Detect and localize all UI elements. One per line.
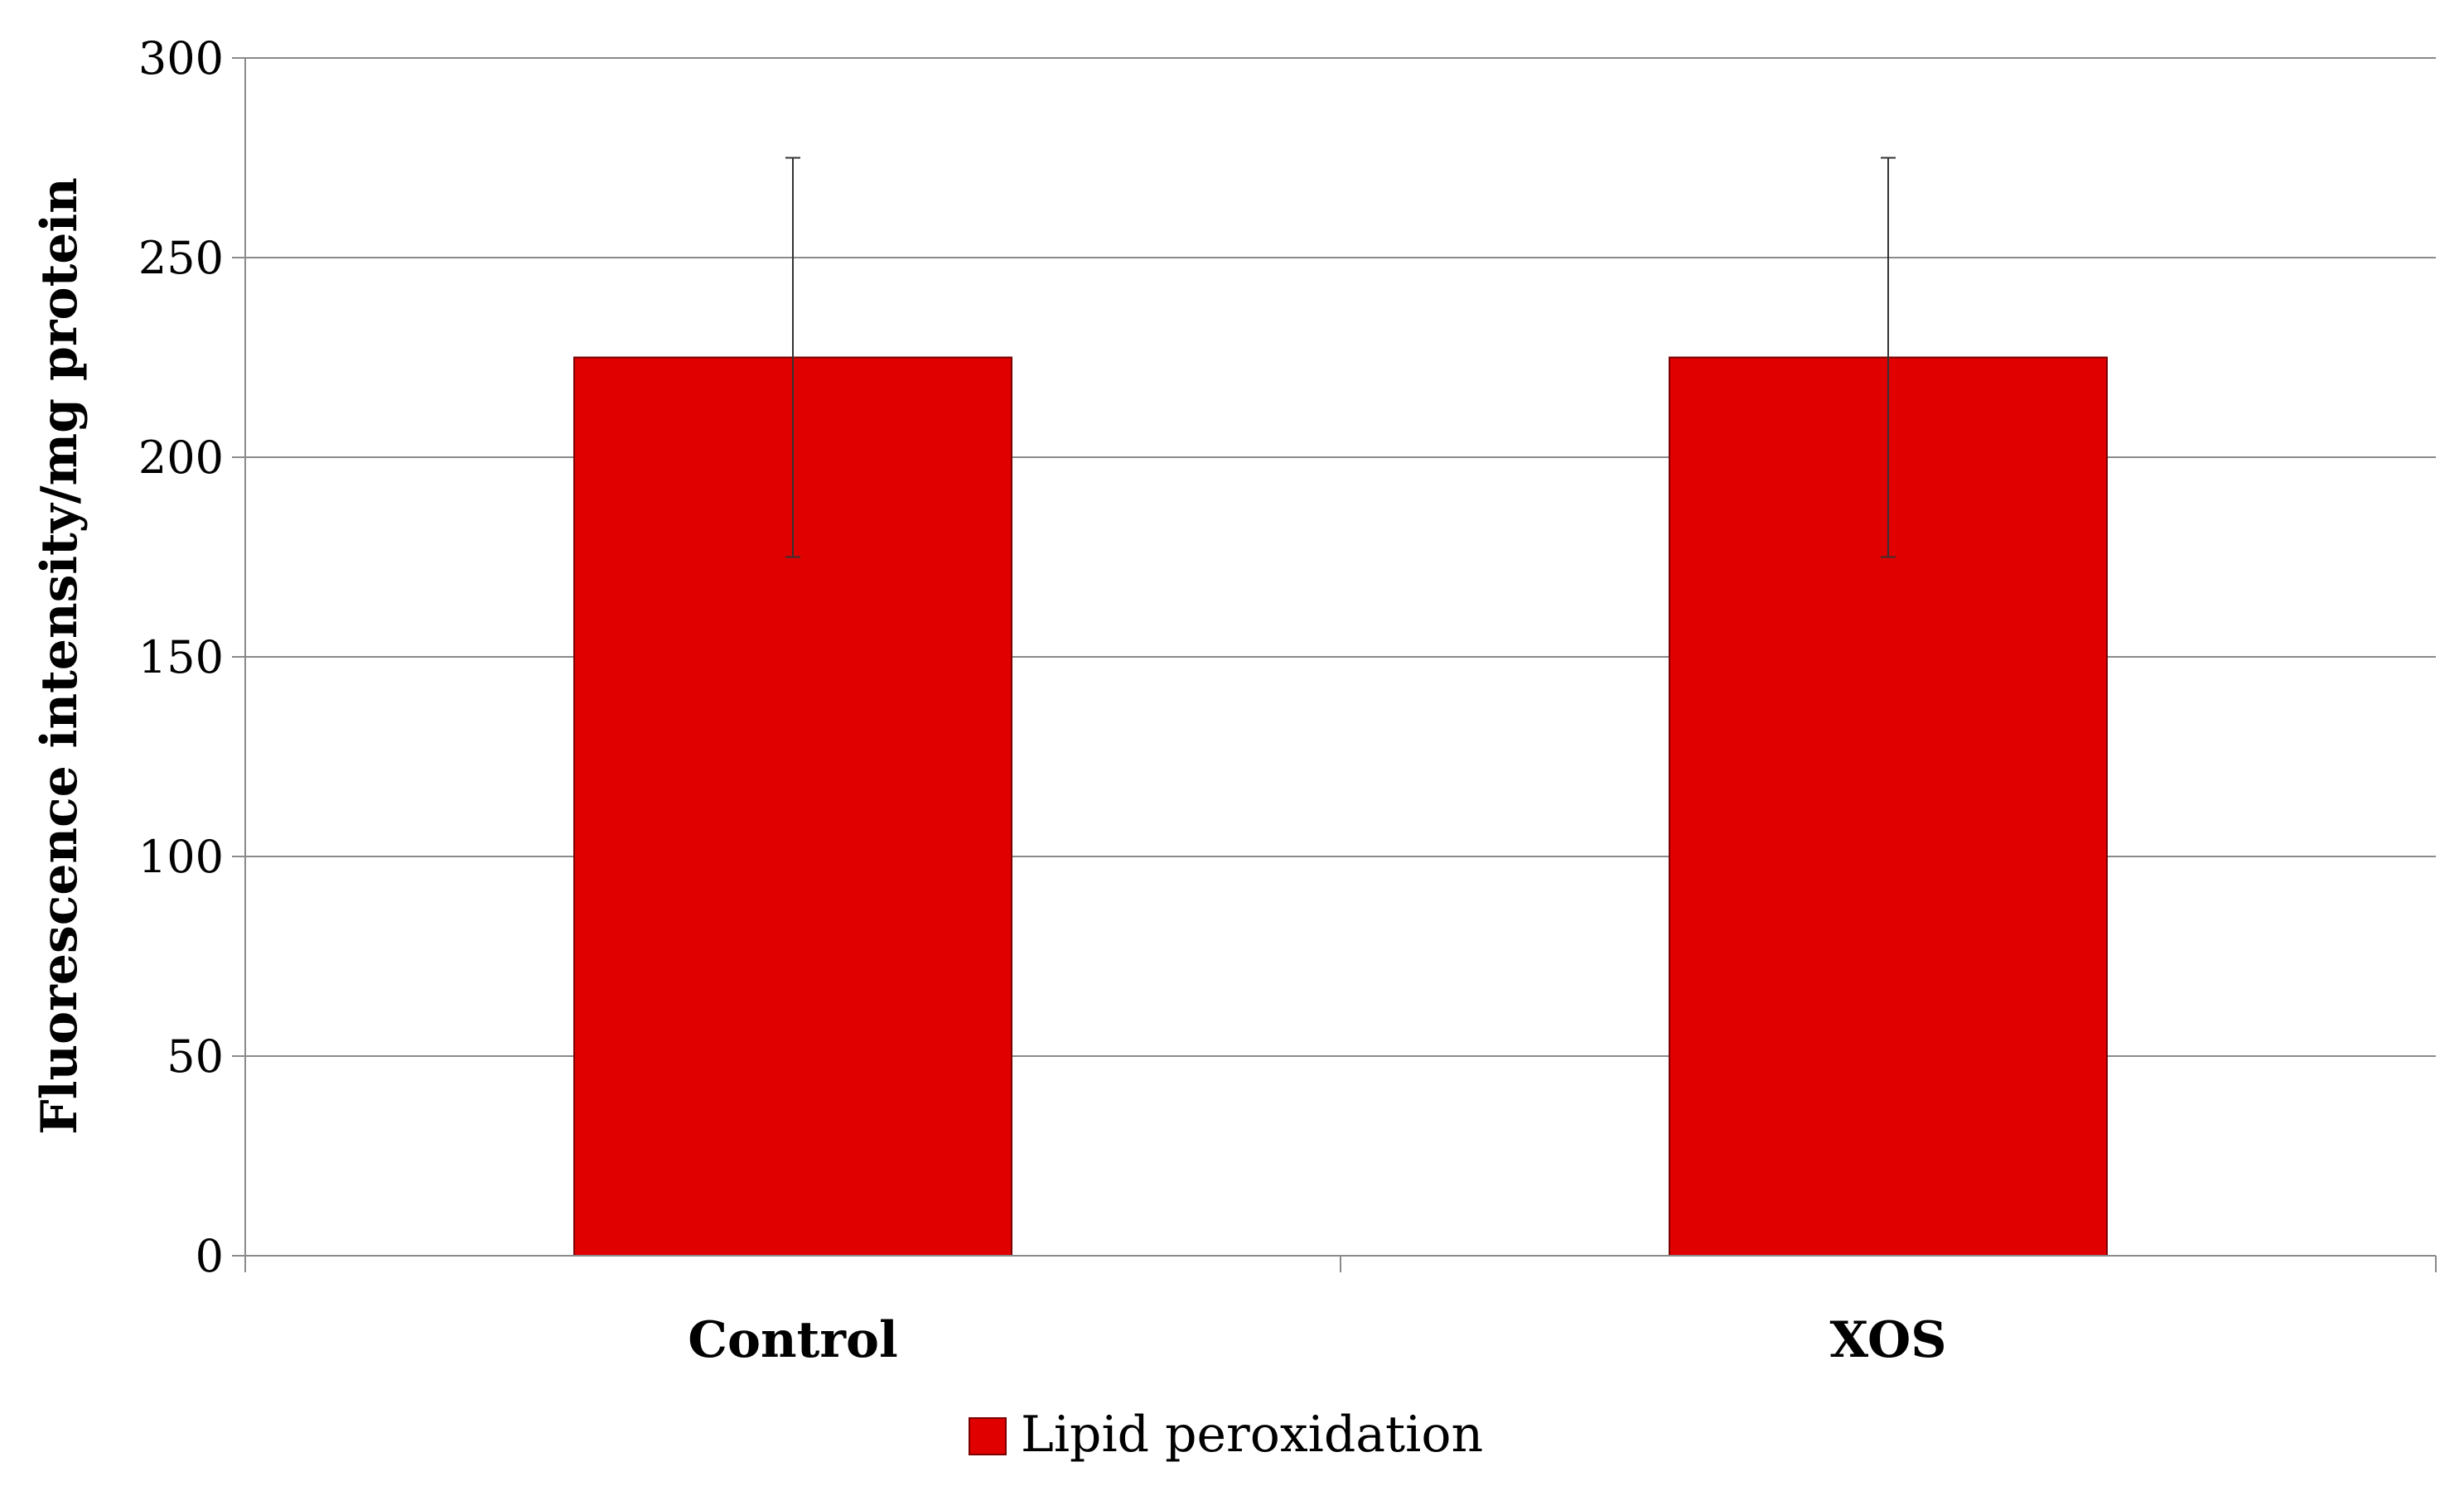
y-tick-label-50: 50 bbox=[167, 1030, 224, 1083]
legend-label: Lipid peroxidation bbox=[1021, 1406, 1483, 1464]
x-tick-label-xos: XOS bbox=[1829, 1311, 1946, 1369]
y-tick-label-250: 250 bbox=[138, 232, 224, 284]
bars bbox=[573, 356, 2108, 1257]
y-tick-label-100: 100 bbox=[138, 831, 224, 883]
legend: Lipid peroxidation bbox=[969, 1406, 1483, 1464]
x-tick-label-control: Control bbox=[688, 1311, 898, 1369]
y-axis-title: Fluorescence intensity/mg protein bbox=[31, 177, 89, 1135]
legend-swatch bbox=[969, 1417, 1007, 1455]
y-tick-label-150: 150 bbox=[138, 631, 224, 683]
y-tick-label-0: 0 bbox=[196, 1230, 224, 1282]
y-tick-label-200: 200 bbox=[138, 432, 224, 484]
y-tick-label-300: 300 bbox=[138, 32, 224, 84]
tick-labels: 0 50 100 150 200 250 300 Control XOS bbox=[138, 32, 1947, 1369]
error-bars bbox=[785, 157, 1896, 558]
axes bbox=[232, 57, 2437, 1272]
